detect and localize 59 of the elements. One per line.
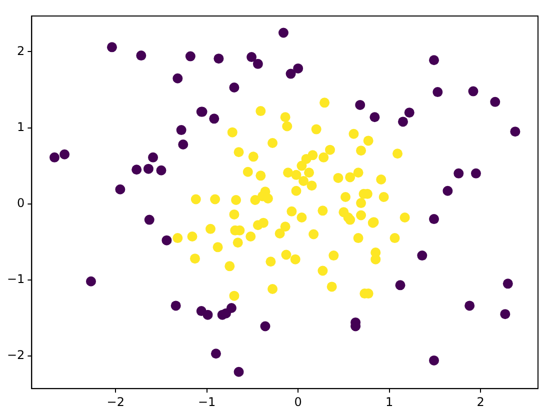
y-tick-label: 2 xyxy=(17,44,25,58)
point xyxy=(202,310,213,320)
x-tick-label: −1 xyxy=(198,394,216,409)
point xyxy=(210,348,221,359)
point xyxy=(432,87,443,98)
point xyxy=(468,86,478,96)
point xyxy=(185,51,196,62)
point xyxy=(226,302,236,313)
point xyxy=(60,149,70,160)
x-tick-label: −2 xyxy=(106,394,124,409)
point xyxy=(144,214,154,225)
point xyxy=(132,164,142,175)
point xyxy=(49,152,60,162)
y-tick-label: 0 xyxy=(17,196,25,210)
point xyxy=(417,250,428,261)
point xyxy=(229,82,240,92)
point xyxy=(234,366,244,377)
point xyxy=(260,321,270,332)
y-tick-label: −2 xyxy=(6,348,25,362)
point xyxy=(209,114,220,124)
point xyxy=(490,96,500,107)
point xyxy=(404,108,414,118)
point xyxy=(252,58,263,69)
y-tick-label: −1 xyxy=(6,272,25,286)
point xyxy=(246,52,257,62)
point xyxy=(355,100,366,110)
point xyxy=(442,186,453,196)
point xyxy=(286,68,296,79)
x-tick-label: 2 xyxy=(476,394,484,409)
point xyxy=(470,168,481,178)
point xyxy=(278,28,288,38)
point xyxy=(429,55,439,66)
point xyxy=(148,152,158,162)
point xyxy=(464,300,475,311)
point xyxy=(454,168,464,178)
point xyxy=(293,63,304,74)
point xyxy=(136,50,146,61)
x-tick-label: 1 xyxy=(385,394,394,409)
point xyxy=(429,355,439,366)
point xyxy=(500,309,510,320)
x-tick-label: 0 xyxy=(294,394,302,409)
point xyxy=(156,165,166,176)
point xyxy=(170,300,181,311)
point xyxy=(370,112,380,122)
point xyxy=(143,164,154,174)
point xyxy=(115,184,126,194)
point xyxy=(176,125,186,136)
point xyxy=(178,140,188,150)
point xyxy=(510,126,520,137)
point xyxy=(502,278,513,289)
point xyxy=(162,235,172,246)
point xyxy=(214,54,224,64)
point xyxy=(398,116,408,127)
point xyxy=(106,42,117,52)
point xyxy=(395,280,406,290)
point xyxy=(172,73,183,84)
point xyxy=(86,276,96,286)
y-tick-label: 1 xyxy=(17,120,25,134)
point xyxy=(429,214,439,224)
